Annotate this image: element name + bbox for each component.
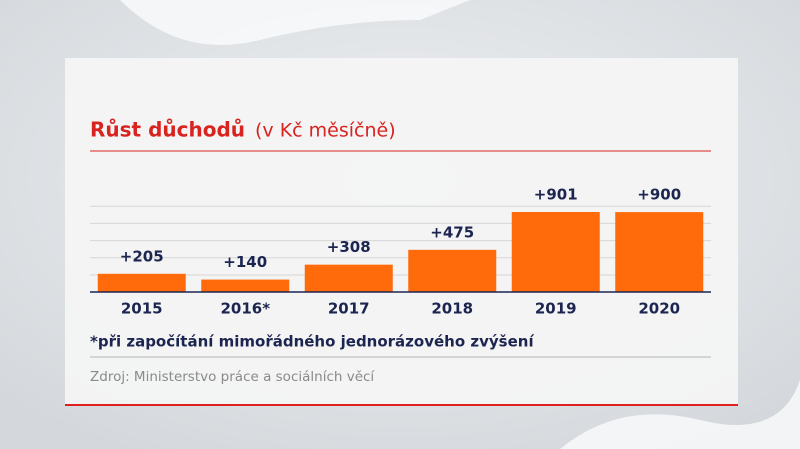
value-label: +475 bbox=[430, 223, 474, 241]
bar bbox=[201, 279, 290, 292]
bar bbox=[304, 264, 393, 292]
bar bbox=[408, 249, 497, 292]
chart-subtitle: (v Kč měsíčně) bbox=[255, 120, 396, 142]
value-label: +901 bbox=[534, 186, 578, 204]
x-tick-label: 2020 bbox=[638, 300, 680, 318]
footnote: *při započítání mimořádného jednorázovéh… bbox=[90, 333, 534, 351]
source: Zdroj: Ministerstvo práce a sociálních v… bbox=[90, 369, 375, 385]
value-label: +900 bbox=[637, 186, 681, 204]
value-label: +308 bbox=[327, 238, 371, 256]
grid bbox=[90, 205, 711, 276]
chart-title: Růst důchodů bbox=[90, 118, 245, 142]
bar bbox=[511, 212, 600, 292]
x-tick-label: 2018 bbox=[431, 300, 473, 318]
bars: +205 2015 +140 2016* +308 2017 +475 2018 +901 201… bbox=[97, 186, 704, 318]
value-label: +205 bbox=[120, 247, 164, 265]
map-shape bbox=[120, 0, 470, 45]
x-tick-label: 2016* bbox=[220, 300, 270, 318]
x-tick-label: 2019 bbox=[535, 300, 577, 318]
bar bbox=[615, 212, 704, 292]
x-tick-label: 2017 bbox=[328, 300, 370, 318]
map-shape bbox=[560, 380, 800, 449]
x-tick-label: 2015 bbox=[121, 300, 163, 318]
bar bbox=[97, 273, 186, 292]
value-label: +140 bbox=[223, 253, 267, 271]
